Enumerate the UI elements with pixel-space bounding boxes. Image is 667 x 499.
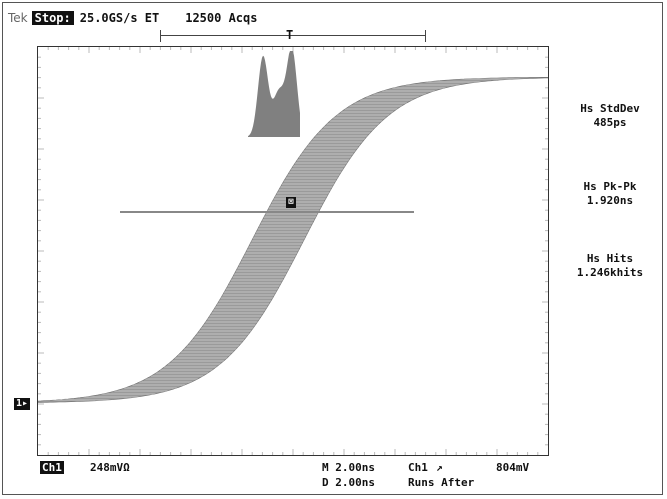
measurement-label: Hs Pk-Pk	[583, 180, 637, 193]
main-timebase: M 2.00ns	[322, 461, 375, 474]
acquisition-state: Stop:	[31, 11, 74, 25]
volts-per-div: 248mVΩ	[90, 461, 130, 474]
measurement-pkpk: Hs Pk-Pk 1.920ns	[560, 180, 660, 208]
channel-ground-marker[interactable]: 1▸	[14, 398, 31, 410]
histogram-center-marker[interactable]: ⊠	[286, 197, 296, 208]
graticule	[37, 46, 549, 456]
time-bar-left-cap	[160, 30, 161, 42]
time-bar-right-cap	[425, 30, 426, 42]
trigger-level: 804mV	[496, 461, 530, 474]
measurement-value: 1.920ns	[586, 194, 634, 207]
histogram	[248, 51, 300, 137]
measurement-label: Hs StdDev	[580, 102, 640, 115]
acquisition-count: 12500 Acqs	[185, 11, 258, 25]
measurement-value: 1.246khits	[576, 266, 644, 279]
measurement-value: 485ps	[593, 116, 627, 129]
time-bar-line	[160, 35, 426, 36]
trigger-position-marker[interactable]: T	[286, 28, 294, 42]
time-position-bar: T	[160, 28, 426, 44]
graticule-ticks	[38, 47, 548, 455]
waveform-plot	[38, 47, 548, 455]
measurement-stddev: Hs StdDev 485ps	[560, 102, 660, 130]
run-mode: Runs After	[408, 476, 475, 489]
trigger-slope-icon: ↗	[436, 461, 443, 474]
brand-label: Tek	[8, 11, 28, 25]
waveform-band	[38, 77, 548, 403]
sample-rate: 25.0GS/s ET	[79, 11, 160, 25]
footer-readout: Ch1 248mVΩ M 2.00ns D 2.00ns Ch1 ↗ 804mV…	[40, 459, 660, 493]
scope-display-frame	[2, 2, 663, 495]
channel-tag[interactable]: Ch1	[40, 461, 64, 474]
measurement-label: Hs Hits	[586, 252, 634, 265]
histogram-bars	[248, 51, 300, 137]
trigger-source: Ch1	[408, 461, 428, 474]
status-bar: Tek Stop: 25.0GS/s ET 12500 Acqs	[8, 9, 257, 27]
measurement-hits: Hs Hits 1.246khits	[560, 252, 660, 280]
delay-timebase: D 2.00ns	[322, 476, 375, 489]
